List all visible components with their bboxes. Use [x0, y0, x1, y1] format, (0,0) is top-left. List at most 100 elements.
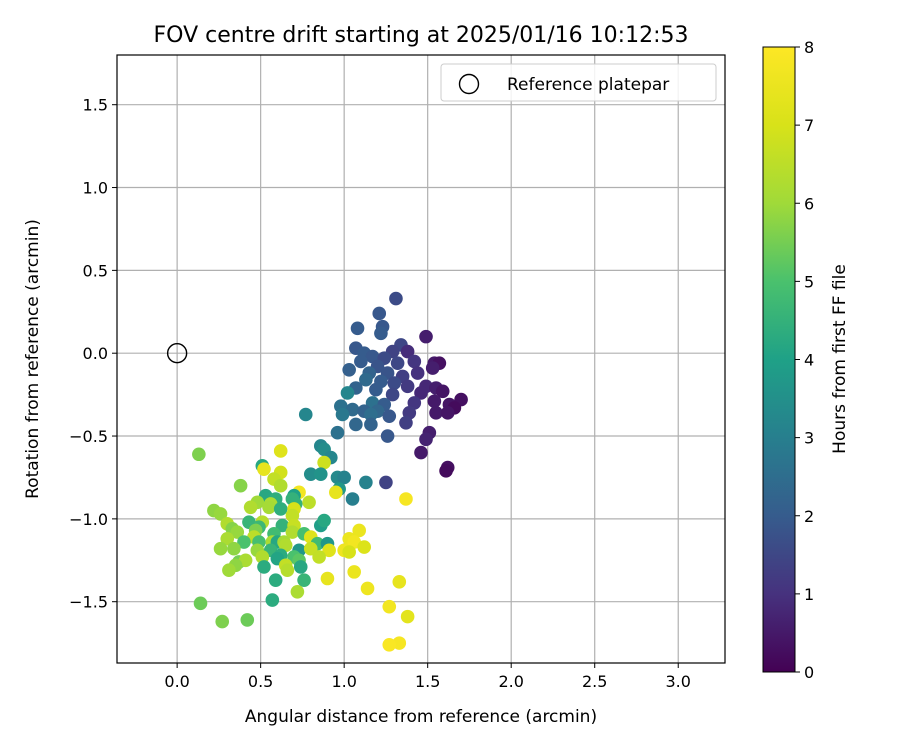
x-tick-label: 0.0	[164, 672, 189, 691]
scatter-point	[273, 444, 288, 458]
scatter-point	[302, 495, 316, 510]
scatter-point	[193, 596, 208, 611]
scatter-points	[192, 291, 468, 652]
legend: Reference platepar	[440, 63, 717, 102]
scatter-point	[390, 356, 405, 370]
colorbar-tick-label: 7	[804, 116, 814, 135]
scatter-point	[392, 636, 407, 650]
scatter-point	[293, 560, 308, 574]
y-tick-label: 1.0	[83, 179, 108, 198]
scatter-point	[440, 406, 455, 420]
scatter-point	[359, 475, 373, 490]
scatter-point	[425, 361, 440, 375]
reference-marker	[166, 343, 188, 364]
colorbar-tick-label: 4	[804, 351, 814, 370]
scatter-point	[317, 513, 331, 528]
colorbar: 0 1 2 3 4 5 6 7 8 Hours from first FF file	[762, 38, 850, 682]
scatter-point	[379, 475, 393, 490]
scatter-point	[382, 637, 397, 652]
y-tick-label: −1.0	[69, 510, 108, 529]
scatter-point	[322, 543, 336, 558]
scatter-point	[364, 417, 378, 432]
scatter-point	[335, 407, 350, 422]
scatter-point	[220, 531, 235, 546]
y-tick-label: 0.0	[83, 344, 108, 363]
plot-frame	[116, 54, 726, 664]
y-axis-label: Rotation from reference (arcmin)	[23, 219, 43, 499]
scatter-point	[280, 563, 295, 578]
scatter-point	[369, 382, 383, 397]
scatter-point	[414, 386, 428, 400]
scatter-point	[347, 565, 361, 579]
scatter-point	[352, 523, 366, 538]
scatter-point	[233, 478, 248, 493]
scatter-point	[213, 541, 228, 556]
scatter-point	[297, 573, 311, 587]
scatter-point	[268, 573, 283, 587]
scatter-point	[317, 455, 331, 470]
scatter-point	[273, 502, 288, 516]
colorbar-tick-label: 3	[804, 429, 814, 448]
scatter-point	[359, 372, 373, 387]
reference-platepar-point	[166, 343, 188, 364]
scatter-point	[237, 535, 251, 549]
scatter-point	[372, 306, 387, 321]
x-axis-ticks: 0.0 0.5 1.0 1.5 2.0 2.5 3.0	[164, 663, 691, 691]
colorbar-tick-label: 8	[804, 38, 814, 57]
scatter-point	[273, 478, 288, 493]
scatter-point	[303, 541, 318, 556]
colorbar-tick-label: 6	[804, 194, 814, 213]
scatter-point	[222, 563, 236, 578]
scatter-point	[360, 581, 375, 596]
scatter-point	[227, 541, 241, 556]
scatter-point	[382, 599, 397, 614]
colorbar-tick-label: 2	[804, 507, 814, 526]
y-tick-label: 0.5	[83, 261, 108, 280]
scatter-point	[399, 415, 413, 430]
scatter-point	[342, 362, 356, 377]
scatter-point	[400, 344, 415, 359]
x-tick-label: 1.5	[415, 672, 440, 691]
chart-title: FOV centre drift starting at 2025/01/16 …	[154, 23, 689, 48]
legend-reference-label: Reference platepar	[507, 75, 669, 95]
x-tick-label: 2.0	[498, 672, 523, 691]
scatter-point	[400, 379, 415, 394]
colorbar-tick-label: 5	[804, 272, 814, 291]
scatter-point	[337, 470, 351, 485]
scatter-point	[380, 429, 395, 443]
scatter-point	[303, 467, 318, 481]
y-tick-label: 1.5	[83, 96, 108, 115]
scatter-point	[313, 467, 328, 481]
y-axis-ticks: 1.5 1.0 0.5 0.0 −0.5 −1.0 −1.5	[69, 96, 117, 612]
scatter-point	[349, 417, 363, 432]
colorbar-ticks: 0 1 2 3 4 5 6 7 8	[795, 38, 814, 682]
scatter-point	[435, 384, 450, 399]
scatter-point	[240, 613, 255, 627]
scatter-point	[330, 425, 345, 440]
scatter-point	[262, 500, 276, 515]
scatter-point	[265, 593, 280, 607]
colorbar-tick-label: 0	[804, 663, 814, 682]
scatter-point	[243, 500, 258, 515]
y-tick-label: −0.5	[69, 427, 108, 446]
scatter-point	[215, 614, 230, 629]
scatter-point	[427, 394, 442, 409]
scatter-point	[364, 407, 378, 422]
scatter-point	[298, 407, 313, 422]
scatter-point	[238, 553, 253, 568]
scatter-point	[407, 354, 422, 369]
legend-box	[440, 63, 717, 102]
scatter-point	[439, 464, 453, 478]
x-axis-label: Angular distance from reference (arcmin)	[245, 707, 597, 727]
scatter-point	[257, 462, 271, 476]
scatter-point	[410, 366, 425, 380]
scatter-point	[342, 545, 356, 559]
scatter-point	[382, 409, 397, 423]
scatter-point	[329, 485, 343, 500]
scatter-point	[429, 406, 443, 420]
scatter-point	[385, 387, 400, 402]
scatter-point	[357, 540, 372, 554]
scatter-point	[230, 525, 245, 539]
scatter-point	[389, 291, 403, 306]
grid	[117, 55, 725, 663]
